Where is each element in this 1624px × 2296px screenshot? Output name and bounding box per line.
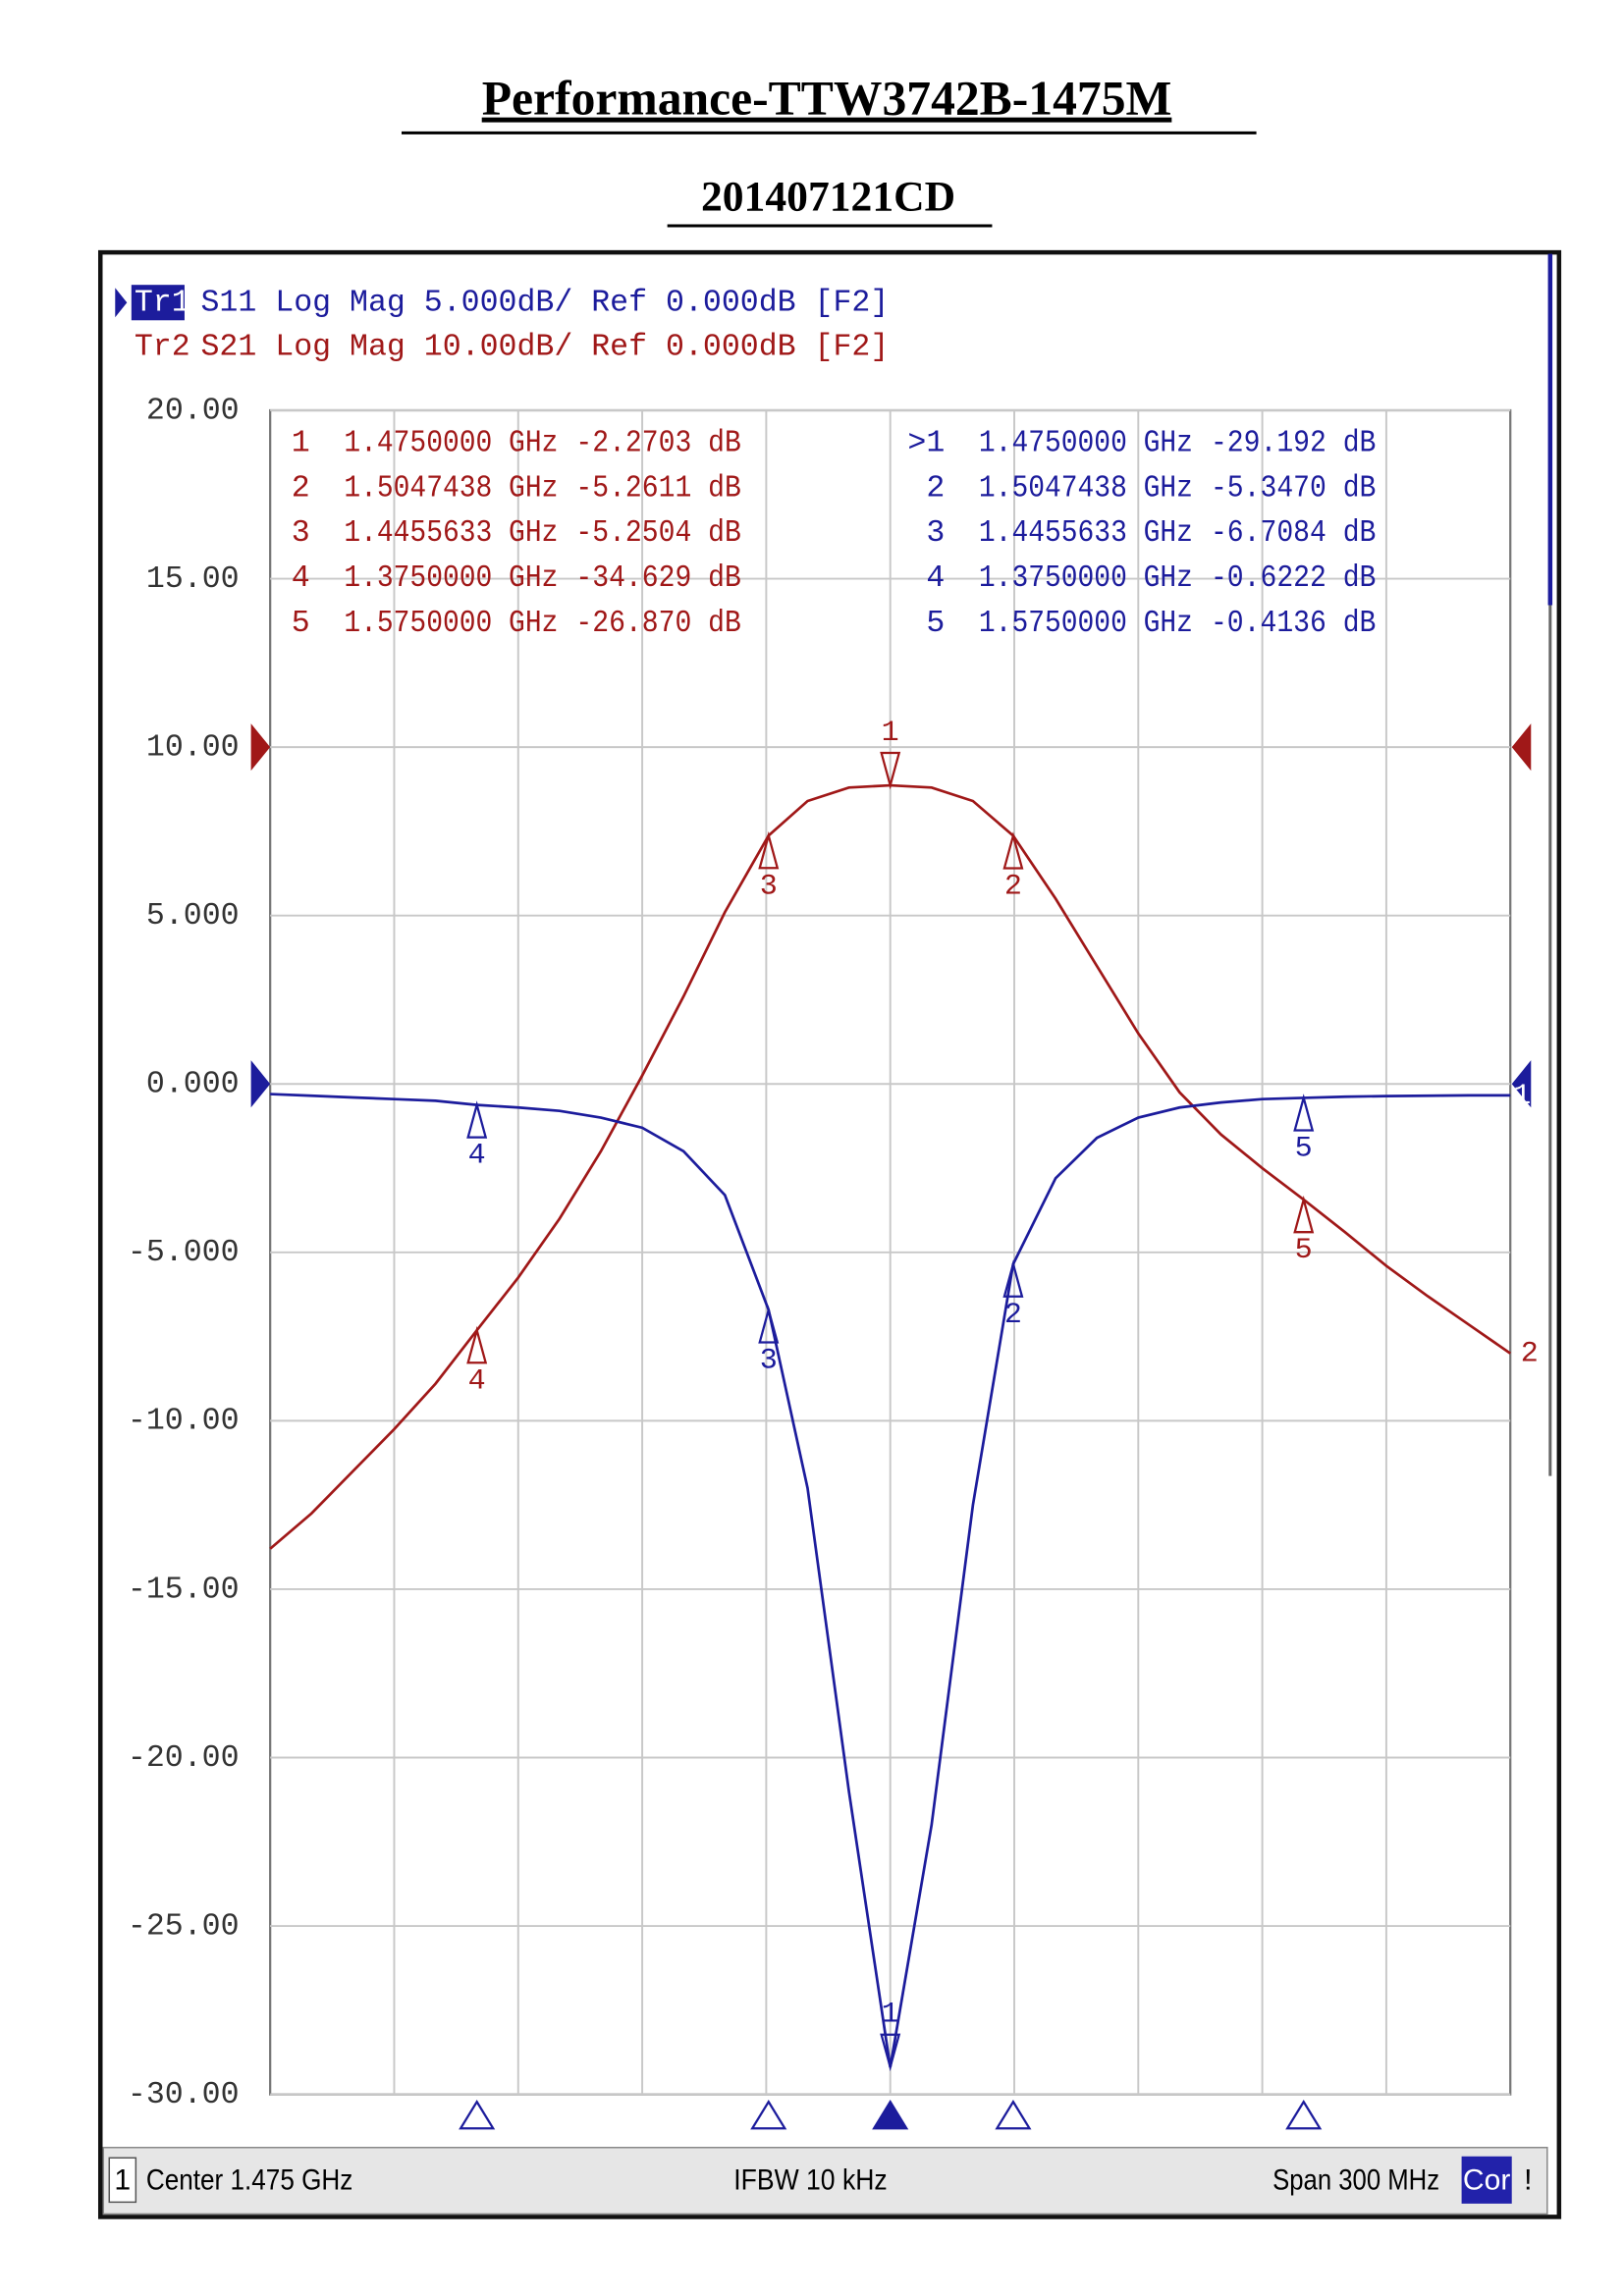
- marker-readout-id: 5: [926, 607, 945, 641]
- marker: [466, 1100, 488, 1139]
- correction-box: [1461, 2156, 1512, 2204]
- marker: [1293, 1195, 1315, 1234]
- marker: [880, 751, 901, 790]
- marker-readout-frequency: 1.5750000 GHz: [979, 607, 1193, 641]
- y-tick-label: 0.000: [146, 1068, 240, 1102]
- stimulus-marker: [1285, 2099, 1323, 2130]
- center-frequency: Center 1.475 GHz: [146, 2163, 353, 2196]
- y-tick-label: -5.000: [128, 1236, 240, 1270]
- channel-box: [108, 2157, 137, 2204]
- marker-readout-id: 2: [926, 471, 945, 506]
- marker: [466, 1325, 488, 1364]
- marker-readout-value: -26.870 dB: [575, 607, 740, 641]
- span: Span 300 MHz: [1272, 2163, 1439, 2196]
- marker-readout-frequency: 1.5750000 GHz: [344, 607, 558, 641]
- stimulus-marker: [459, 2099, 496, 2130]
- marker-readout-id: 4: [292, 561, 310, 596]
- chart-title: Performance-TTW3742B-1475M: [482, 72, 1172, 126]
- marker: [1002, 1259, 1024, 1298]
- marker: [1002, 831, 1024, 870]
- marker-label: 5: [1295, 1234, 1313, 1267]
- grid: [270, 409, 1511, 2096]
- stimulus-marker: [995, 2099, 1032, 2130]
- marker-label: 1: [882, 717, 899, 750]
- marker-readout-value: -5.3470 dB: [1211, 471, 1376, 506]
- chart-subtitle: 201407121CD: [701, 173, 955, 220]
- marker-label: 3: [760, 1344, 778, 1377]
- marker-readout-value: -5.2504 dB: [575, 516, 740, 551]
- marker-readout-frequency: 1.3750000 GHz: [979, 561, 1193, 596]
- marker-readout-value: -2.2703 dB: [575, 426, 740, 460]
- correction: Cor: [1463, 2163, 1510, 2196]
- reference-arrow: [1511, 723, 1532, 772]
- y-tick-label: -30.00: [128, 2078, 240, 2112]
- marker-label: 2: [1004, 1299, 1022, 1332]
- marker-label: 5: [1295, 1132, 1313, 1165]
- marker-readout-value: -34.629 dB: [575, 561, 740, 596]
- y-tick-label: -15.00: [128, 1573, 240, 1607]
- trace-id: Tr1: [135, 287, 190, 321]
- trace-label: 1: [1513, 1080, 1531, 1113]
- marker-label: 4: [468, 1364, 486, 1398]
- marker-readout-frequency: 1.4455633 GHz: [979, 516, 1193, 551]
- y-tick-label: 15.00: [146, 562, 240, 597]
- y-tick-label: 10.00: [146, 730, 240, 765]
- reference-arrow: [1511, 1060, 1532, 1108]
- active-trace-indicator: [115, 288, 128, 318]
- trace-id: Tr2: [135, 331, 190, 365]
- marker-label: 1: [882, 1999, 899, 2032]
- stimulus-marker: [750, 2099, 787, 2130]
- marker-readout-id: 4: [926, 561, 945, 596]
- alert: !: [1524, 2163, 1532, 2196]
- marker-readout-id: 3: [292, 516, 310, 551]
- marker: [880, 2033, 901, 2072]
- channel: 1: [114, 2163, 131, 2196]
- marker-readout-id: >1: [907, 426, 945, 460]
- y-tick-label: -20.00: [128, 1741, 240, 1776]
- marker-readout-frequency: 1.4750000 GHz: [344, 426, 558, 460]
- marker-label: 3: [760, 870, 778, 903]
- y-tick-label: -10.00: [128, 1405, 240, 1439]
- marker: [758, 1306, 780, 1344]
- trace-header: S11 Log Mag 5.000dB/ Ref 0.000dB [F2]: [200, 287, 889, 321]
- marker-readout-id: 1: [292, 426, 310, 460]
- reference-arrow: [250, 1060, 271, 1108]
- marker-readout-value: -0.6222 dB: [1211, 561, 1376, 596]
- marker-readout-frequency: 1.4750000 GHz: [979, 426, 1193, 460]
- marker-readout-id: 5: [292, 607, 310, 641]
- marker-readout-frequency: 1.4455633 GHz: [344, 516, 558, 551]
- y-tick-label: -25.00: [128, 1909, 240, 1944]
- marker-readout-value: -5.2611 dB: [575, 471, 740, 506]
- marker-label: 4: [468, 1140, 486, 1173]
- marker-readout-value: -0.4136 dB: [1211, 607, 1376, 641]
- trace-id-box: [131, 285, 185, 321]
- marker-readout-frequency: 1.5047438 GHz: [344, 471, 558, 506]
- marker-readout-value: -6.7084 dB: [1211, 516, 1376, 551]
- reference-arrow: [250, 723, 271, 772]
- marker-readout-frequency: 1.5047438 GHz: [979, 471, 1193, 506]
- marker-readout-id: 2: [292, 471, 310, 506]
- stimulus-marker: [872, 2099, 909, 2130]
- marker-readout-value: -29.192 dB: [1211, 426, 1376, 460]
- trace-label: 2: [1521, 1338, 1539, 1371]
- status-bar: [102, 2146, 1548, 2216]
- y-tick-label: 20.00: [146, 394, 240, 428]
- marker: [758, 830, 780, 870]
- marker-readout-id: 3: [926, 516, 945, 551]
- y-tick-label: 5.000: [146, 899, 240, 934]
- marker: [1293, 1094, 1315, 1132]
- ifbw: IFBW 10 kHz: [733, 2163, 887, 2196]
- marker-label: 2: [1004, 870, 1022, 903]
- marker-readout-frequency: 1.3750000 GHz: [344, 561, 558, 596]
- trace-header: S21 Log Mag 10.00dB/ Ref 0.000dB [F2]: [200, 331, 889, 365]
